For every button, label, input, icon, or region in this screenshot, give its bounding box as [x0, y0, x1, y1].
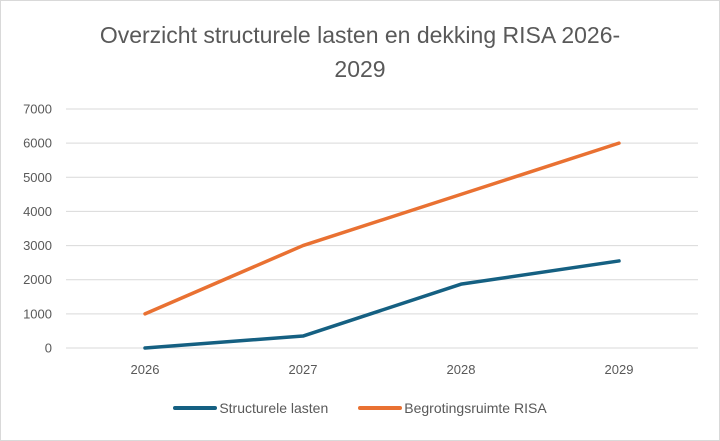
- y-tick-label: 2000: [23, 272, 52, 287]
- legend-label: Begrotingsruimte RISA: [404, 400, 547, 416]
- legend-label: Structurele lasten: [219, 400, 329, 416]
- legend-item-begrotingsruimte-risa[interactable]: Begrotingsruimte RISA: [358, 400, 547, 416]
- y-tick-label: 3000: [23, 238, 52, 253]
- y-tick-label: 4000: [23, 204, 52, 219]
- y-tick-label: 5000: [23, 170, 52, 185]
- x-tick-label: 2026: [131, 362, 160, 377]
- x-tick-label: 2028: [447, 362, 476, 377]
- y-tick-label: 0: [45, 341, 52, 356]
- legend-item-structurele-lasten[interactable]: Structurele lasten: [173, 400, 328, 416]
- x-tick-label: 2027: [289, 362, 318, 377]
- legend-swatch-structurele-lasten: [173, 406, 218, 410]
- y-tick-label: 6000: [23, 136, 52, 151]
- chart-title-line-1: Overzicht structurele lasten en dekking …: [99, 22, 621, 48]
- series-line-0: [143, 259, 621, 350]
- y-tick-label: 7000: [23, 102, 52, 117]
- chart-title-line-2: 2029: [334, 56, 386, 82]
- legend-swatch-begrotingsruimte-risa: [358, 406, 403, 410]
- chart-title: Overzicht structurele lasten en dekking …: [0, 18, 720, 86]
- legend: Structurele lasten Begrotingsruimte RISA: [0, 400, 720, 416]
- series-line-1: [143, 141, 621, 316]
- x-tick-label: 2029: [605, 362, 634, 377]
- y-tick-label: 1000: [23, 306, 52, 321]
